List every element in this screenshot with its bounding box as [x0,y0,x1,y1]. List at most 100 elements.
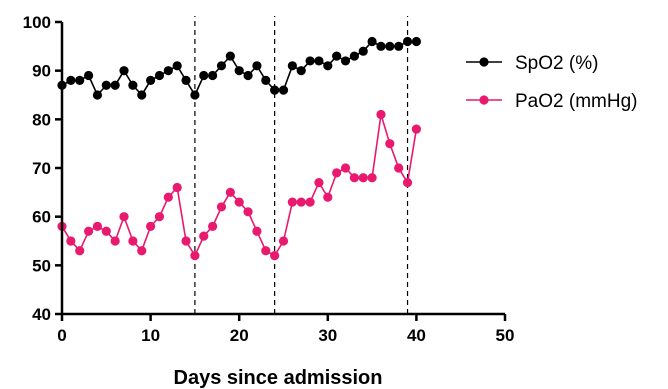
data-point [181,75,191,85]
data-point [367,173,377,183]
data-point [199,231,209,241]
data-point [278,236,289,246]
data-point [323,192,333,202]
reference-lines [194,16,409,314]
y-tick-label: 60 [32,208,51,227]
data-point [163,66,173,76]
data-point [137,90,147,100]
data-point [314,178,324,188]
data-point [137,246,147,256]
data-point [394,163,404,173]
data-point [75,75,85,85]
y-tick-label: 70 [32,159,51,178]
data-point [172,61,182,71]
data-point [190,90,200,100]
data-point [252,226,262,236]
data-point [261,246,271,256]
data-point [278,85,289,95]
legend-marker-0 [479,57,489,67]
x-tick-label: 30 [318,326,337,345]
data-point [402,178,413,188]
data-point [376,41,386,51]
data-point [208,70,218,81]
data-point [225,187,235,197]
data-point [101,80,111,90]
data-point [163,192,173,202]
data-point [146,75,156,85]
y-tick-label: 100 [23,13,51,32]
x-tick-label: 20 [230,326,249,345]
data-point [75,246,85,256]
y-tick-label: 80 [32,110,51,129]
data-point [349,173,359,183]
data-point [314,56,324,66]
data-point [385,41,395,51]
data-point [323,61,333,71]
data-point [402,36,413,47]
tick-labels: 40 50 60 70 80 90 100 0 10 20 30 40 50 [23,13,515,345]
x-tick-label: 40 [407,326,426,345]
data-point [394,41,404,51]
data-point [119,66,129,76]
data-point [376,109,386,120]
data-point [261,75,271,85]
data-point [270,85,280,95]
data-point [349,51,359,61]
data-point [296,197,306,207]
data-point [216,61,227,71]
data-point [172,182,182,193]
data-point [216,202,227,212]
series-line-1 [61,114,418,258]
data-point [83,70,94,81]
data-point [340,56,351,66]
data-point [154,212,165,222]
data-point [340,163,351,173]
axes [55,20,507,321]
data-point [181,236,191,246]
x-axis-title: Days since admission [174,367,383,389]
data-point [243,207,253,217]
data-point [332,51,342,61]
data-point [128,80,138,90]
series-points [57,36,421,261]
data-point [146,221,156,231]
y-tick-label: 90 [32,62,51,81]
data-point [305,56,315,66]
data-point [92,90,103,100]
x-tick-label: 50 [496,326,515,345]
data-point [296,66,306,76]
data-point [305,197,315,207]
data-point [66,75,76,85]
x-tick-label: 10 [141,326,160,345]
x-tick-label: 0 [57,326,66,345]
data-point [287,197,297,207]
data-point [270,251,280,261]
data-point [119,212,129,222]
data-point [358,173,368,183]
data-point [287,61,297,71]
legend: SpO2 (%) PaO2 (mmHg) [466,53,637,112]
data-point [358,46,368,56]
data-point [110,236,120,246]
data-point [234,197,244,207]
y-tick-label: 40 [32,305,51,324]
legend-label-0: SpO2 (%) [515,53,598,74]
data-point [208,221,218,231]
data-point [385,139,395,149]
data-point [411,36,421,47]
data-point [92,221,103,231]
data-point [190,251,200,261]
data-point [101,226,111,236]
data-point [411,124,421,134]
data-point [332,168,342,178]
data-point [243,70,253,81]
data-point [154,70,165,81]
y-tick-label: 50 [32,256,51,275]
data-point [83,226,94,236]
data-point [367,36,377,47]
data-point [225,51,235,61]
data-point [252,61,262,71]
data-point [110,80,120,90]
legend-label-1: PaO2 (mmHg) [515,91,637,112]
